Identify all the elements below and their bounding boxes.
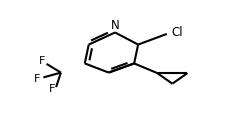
- Text: F: F: [49, 84, 55, 95]
- Text: F: F: [34, 74, 40, 84]
- Text: Cl: Cl: [171, 26, 182, 39]
- Text: N: N: [110, 19, 119, 32]
- Text: F: F: [38, 56, 45, 66]
